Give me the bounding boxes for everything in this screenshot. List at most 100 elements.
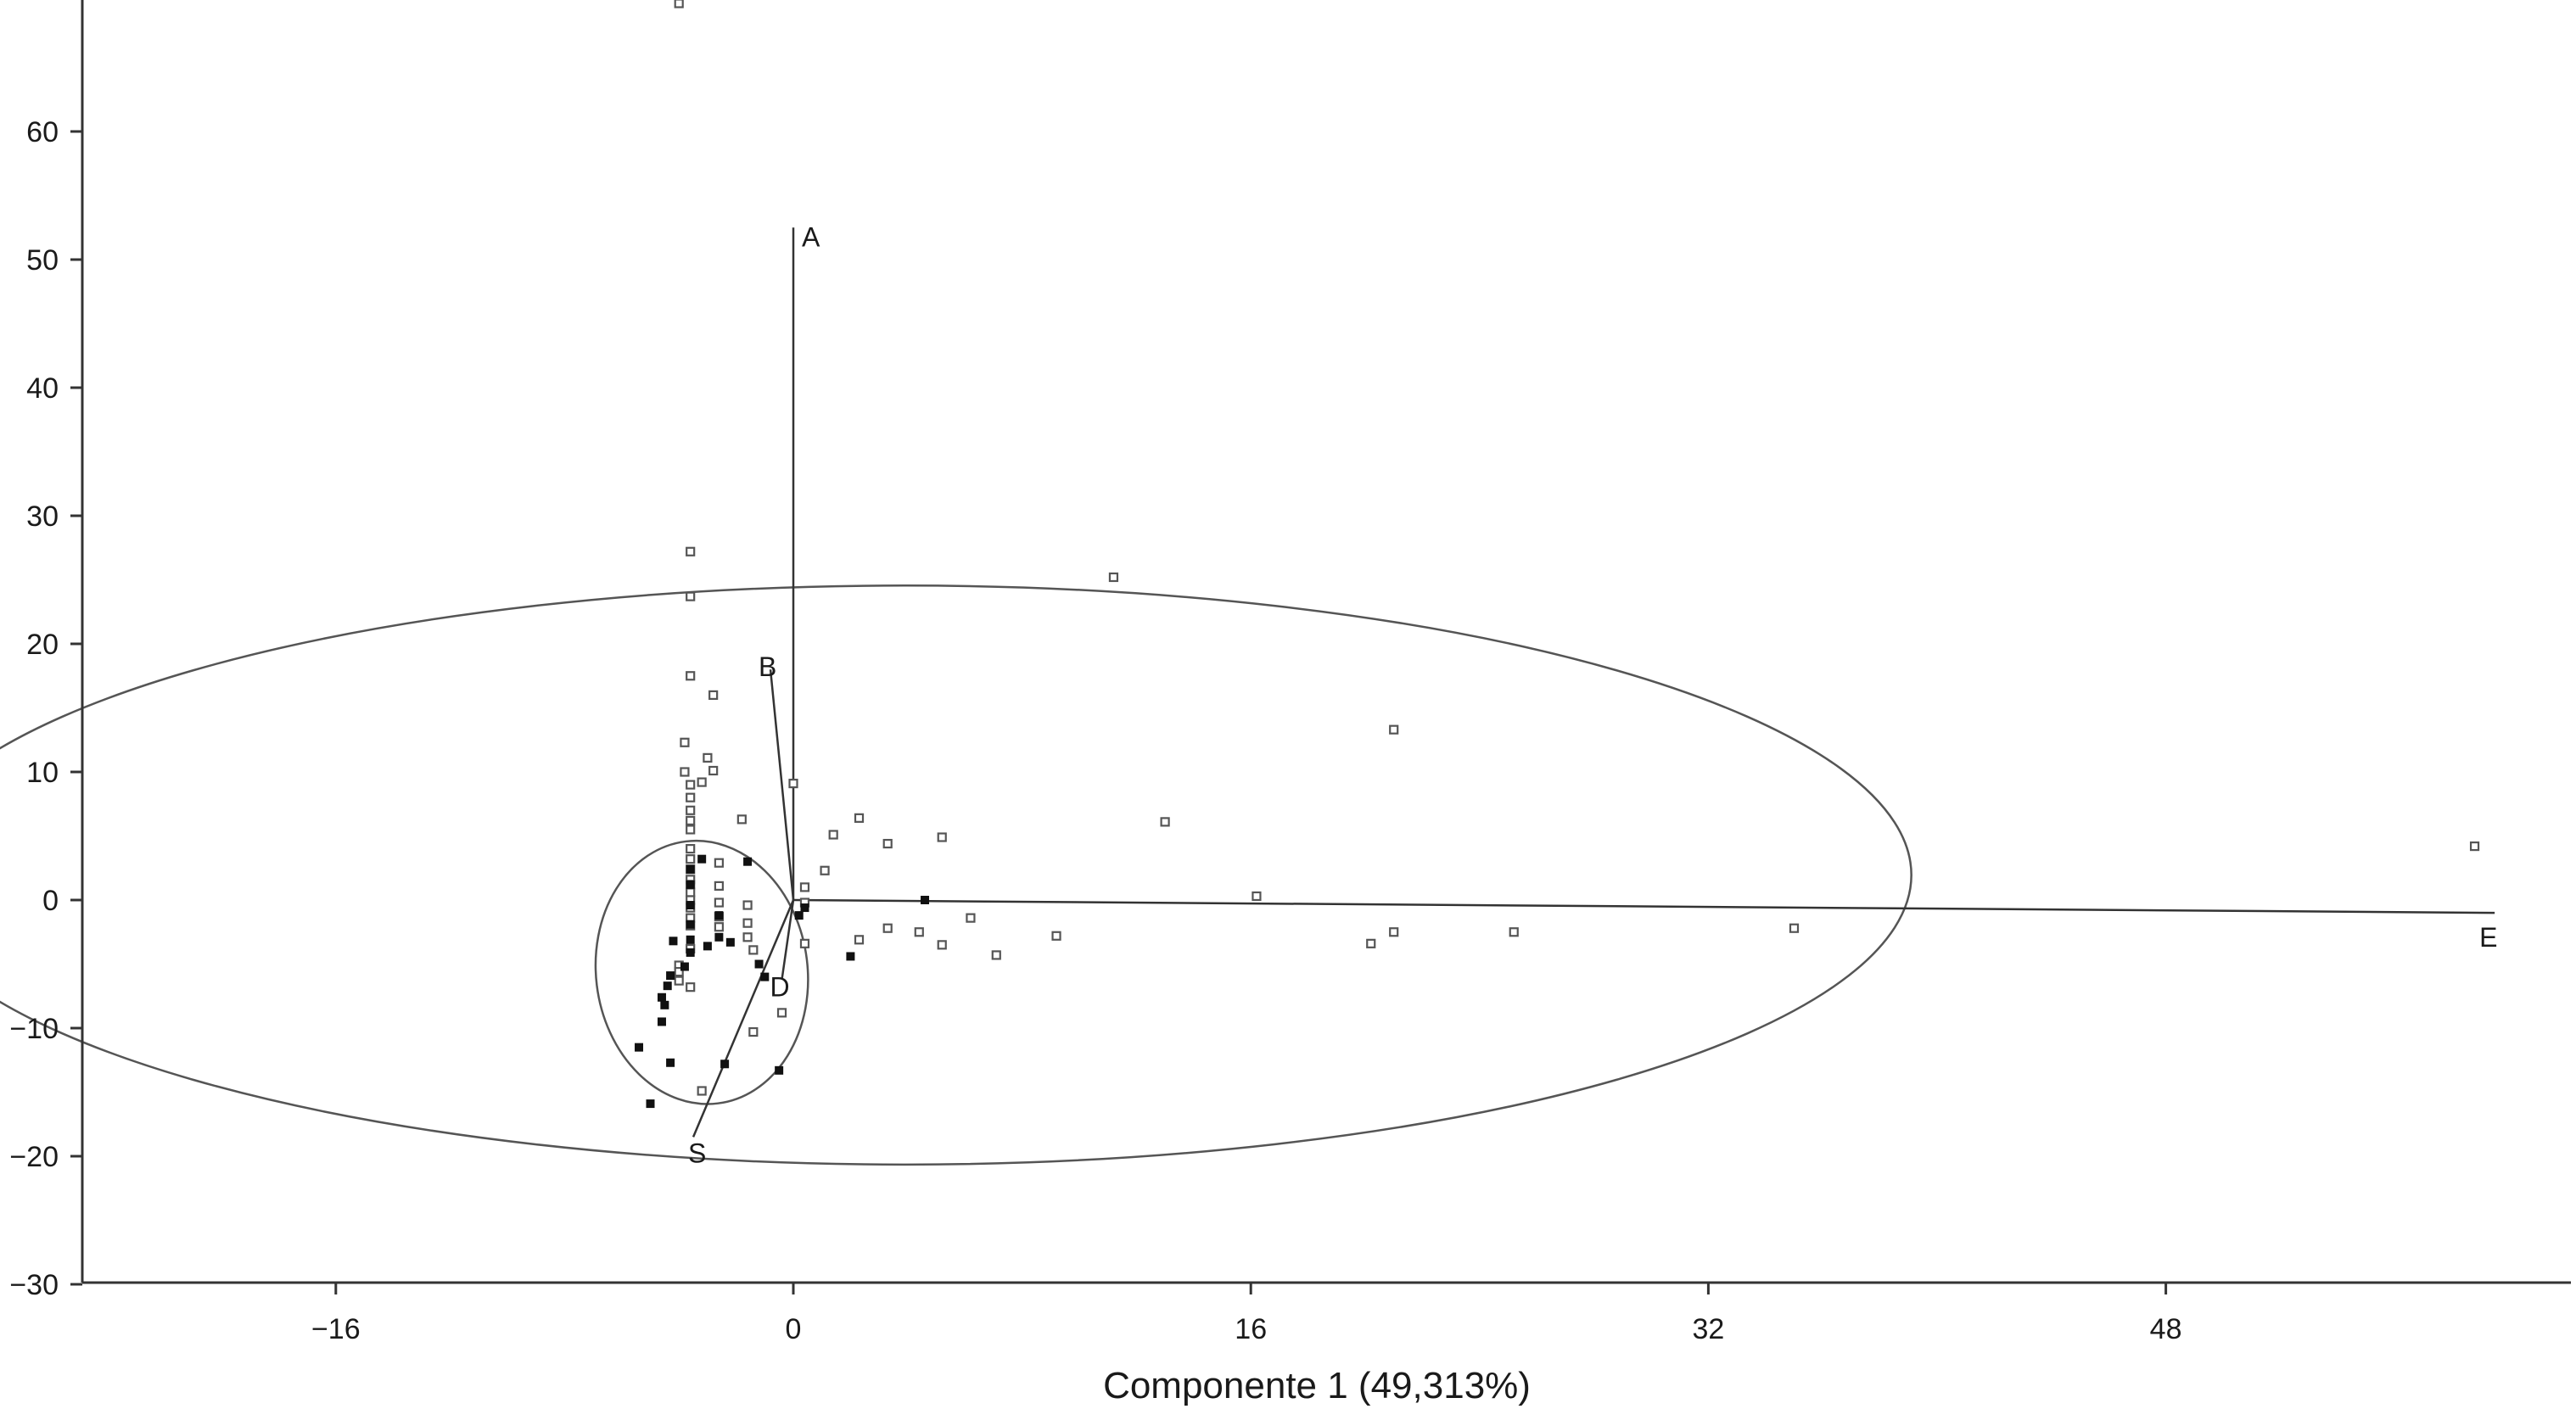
vector-label-a: A [802,221,820,252]
data-point-filled [697,854,707,864]
data-point-filled [657,1017,666,1026]
vector-label-d: D [770,972,790,1003]
data-point-open [742,918,753,928]
data-point-open [686,825,696,835]
data-point-open [2469,841,2480,852]
data-point-open [686,843,696,854]
data-point-filled [775,1065,784,1075]
data-point-filled [703,942,712,951]
x-tick-label: 0 [786,1313,802,1345]
loading-vector-s [692,899,795,1138]
data-point-open [828,830,838,840]
data-point-open [680,737,690,747]
data-point-filled [663,981,672,991]
data-point-open [686,792,696,802]
data-point-open [714,897,724,908]
data-point-open [742,932,753,942]
x-tick-label: −16 [311,1313,361,1345]
data-point-open [937,832,947,842]
confidence-ellipse-large [0,584,1912,1166]
data-point-filled [680,962,689,971]
data-point-open [820,865,830,875]
data-point-filled [666,1058,675,1067]
data-point-open [686,671,696,681]
data-point-filled [686,864,695,874]
data-point-filled [760,972,770,981]
data-point-filled [660,1000,669,1009]
data-point-filled [743,857,753,866]
data-point-open [776,1008,787,1018]
data-point-open [799,938,810,948]
data-point-open [1366,938,1376,948]
data-point-open [697,1086,707,1096]
data-point-open [674,976,684,986]
y-tick-label: 20 [26,629,59,661]
data-point-open [686,815,696,825]
loading-vector-e [792,898,2495,914]
data-point-open [748,1026,759,1037]
data-point-open [714,881,724,891]
data-point-open [1389,724,1399,735]
data-point-open [703,752,713,763]
data-point-open [697,777,707,787]
data-point-filled [646,1099,655,1109]
data-point-open [799,882,810,892]
data-point-open [966,913,976,923]
data-point-open [937,940,947,950]
data-point-open [674,966,684,977]
data-point-open [854,935,865,945]
data-point-open [736,814,747,825]
data-point-open [674,0,684,8]
data-point-open [686,591,696,601]
point-layer [635,0,2480,1109]
data-point-open [788,778,798,789]
data-point-filled [686,901,695,910]
data-point-open [686,805,696,815]
data-point-open [708,765,719,776]
data-point-open [1789,923,1800,933]
data-point-open [1389,927,1399,937]
data-point-open [686,854,696,864]
data-point-open [686,546,696,556]
data-point-filled [666,971,675,981]
y-tick-label: −10 [9,1013,59,1045]
x-axis-title: Componente 1 (49,313%) [1103,1365,1531,1406]
data-point-open [714,858,724,868]
y-tick-label: −20 [9,1141,59,1173]
y-tick-label: 10 [26,757,59,789]
data-point-open [1108,572,1119,583]
data-point-open [742,900,753,910]
data-point-filled [714,932,724,942]
x-tick-label: 16 [1235,1313,1267,1345]
loading-vector-d [781,899,795,980]
data-point-filled [754,959,764,969]
data-point-open [1509,927,1519,937]
data-point-filled [669,937,678,946]
data-point-filled [686,920,695,929]
loading-vector-b [769,669,795,901]
vector-label-b: B [759,651,776,682]
data-point-filled [714,911,724,920]
data-point-filled [686,935,695,944]
data-point-filled [657,992,666,1002]
vector-label-e: E [2479,922,2497,953]
confidence-ellipse-small [594,839,809,1105]
data-point-open [854,813,865,823]
y-tick-label: 0 [42,885,59,917]
data-point-open [882,923,893,933]
data-point-open [686,887,696,897]
data-point-filled [725,937,735,947]
vector-layer: A B D S E [688,221,2497,1168]
data-point-open [1252,891,1262,902]
data-point-open [1160,817,1170,827]
data-point-open [680,767,690,777]
y-tick-label: 30 [26,500,59,533]
data-point-filled [686,948,695,957]
data-point-open [748,945,759,955]
data-point-filled [720,1060,730,1069]
x-tick-label: 32 [1692,1313,1724,1345]
data-point-open [991,950,1001,960]
data-point-filled [794,911,804,920]
